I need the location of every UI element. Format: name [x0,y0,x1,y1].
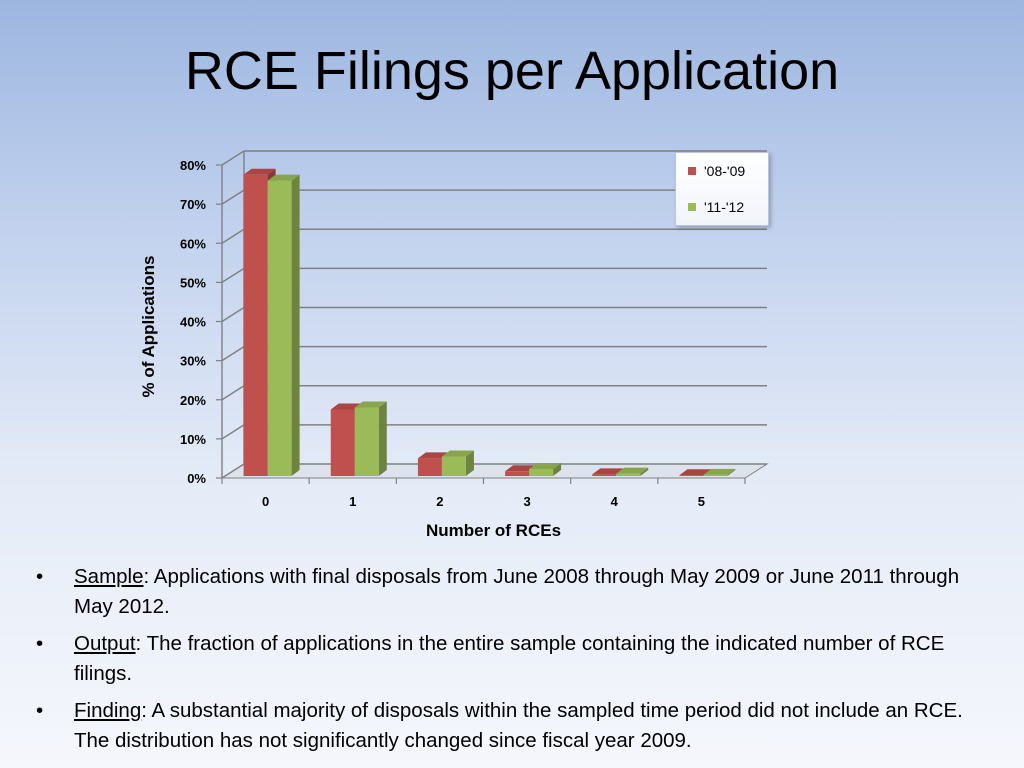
bar [267,180,292,476]
y-tick-label: 20% [180,393,206,408]
bullet-list: • Sample: Applications with final dispos… [36,562,966,763]
bar [529,468,554,476]
bullet-term-finding: Finding [74,699,142,722]
gridline-side [221,150,245,166]
y-tick-label: 80% [180,158,206,173]
bar-chart: 0% 10% 20% 30% 40% 50% 60% 70% 80% 0 1 2 3 4 5 % of App… [139,150,769,540]
bar [243,174,268,477]
gridline-side [221,267,245,283]
bar [703,474,728,476]
bar-top [441,450,474,457]
bar-top [703,468,736,475]
bullet-marker: • [36,565,44,588]
y-axis-title: % of Applications [139,256,158,398]
y-tick-label: 40% [180,315,206,330]
y-tick-label: 50% [180,275,206,290]
bullet-marker: • [36,699,44,722]
legend-label-1112: '11-'12 [704,199,745,215]
bar-top [616,467,649,474]
bar-top [243,168,276,175]
bullet-text-finding: : A substantial majority of disposals wi… [74,699,963,752]
x-tick-label: 4 [611,494,619,509]
bullet-term-sample: Sample [74,565,144,588]
bar-side [465,450,474,476]
bar [616,473,641,476]
bar-top [354,401,387,408]
x-tick-label: 1 [349,494,356,509]
x-tick-label: 0 [262,494,269,509]
bullet-term-output: Output [74,632,136,655]
chart-legend: '08-'09 '11-'12 [675,152,769,226]
gridline-side [221,463,245,479]
legend-item-0808: '08-'09 [688,163,745,179]
bar [417,458,442,476]
legend-item-1112: '11-'12 [688,199,744,215]
bar-top [592,468,625,475]
x-tick-label: 2 [436,494,443,509]
bullet-text-output: : The fraction of applications in the en… [74,632,945,685]
bar [441,456,466,476]
y-tick-label: 70% [180,197,206,212]
x-axis-title: Number of RCEs [426,521,561,540]
x-tick-label: 3 [523,494,530,509]
bar-top [267,174,300,181]
gridline-side [221,189,245,205]
bar-top [679,469,712,476]
bullet-marker: • [36,632,44,655]
bar-top [529,462,562,469]
legend-swatch-1112 [688,203,696,211]
bar [354,407,379,476]
bar [505,471,530,476]
bar-side [291,174,300,476]
bar-side [553,462,562,476]
bar-side [727,468,736,476]
y-tick-label: 30% [180,354,206,369]
y-tick-label: 0% [187,471,206,486]
legend-swatch-0809 [688,167,696,175]
bar [679,475,704,476]
gridline-side [221,346,245,362]
bar-side [378,401,387,476]
y-tick-label: 10% [180,432,206,447]
bar-side [640,467,649,476]
bar [330,409,355,476]
bullet-finding: • Finding: A substantial majority of dis… [36,696,966,756]
bullet-output: • Output: The fraction of applications i… [36,629,966,689]
gridline-side [221,306,245,323]
slide-title: RCE Filings per Application [184,41,840,101]
bar [592,474,617,476]
y-tick-label: 60% [180,236,206,251]
bullet-sample: • Sample: Applications with final dispos… [36,562,966,622]
legend-label-0809: '08-'09 [704,163,746,179]
x-tick-label: 5 [698,494,705,509]
gridline-side [221,385,245,401]
gridline-side [221,228,245,244]
bullet-text-sample: : Applications with final disposals from… [74,565,960,618]
gridline-side [221,424,245,440]
